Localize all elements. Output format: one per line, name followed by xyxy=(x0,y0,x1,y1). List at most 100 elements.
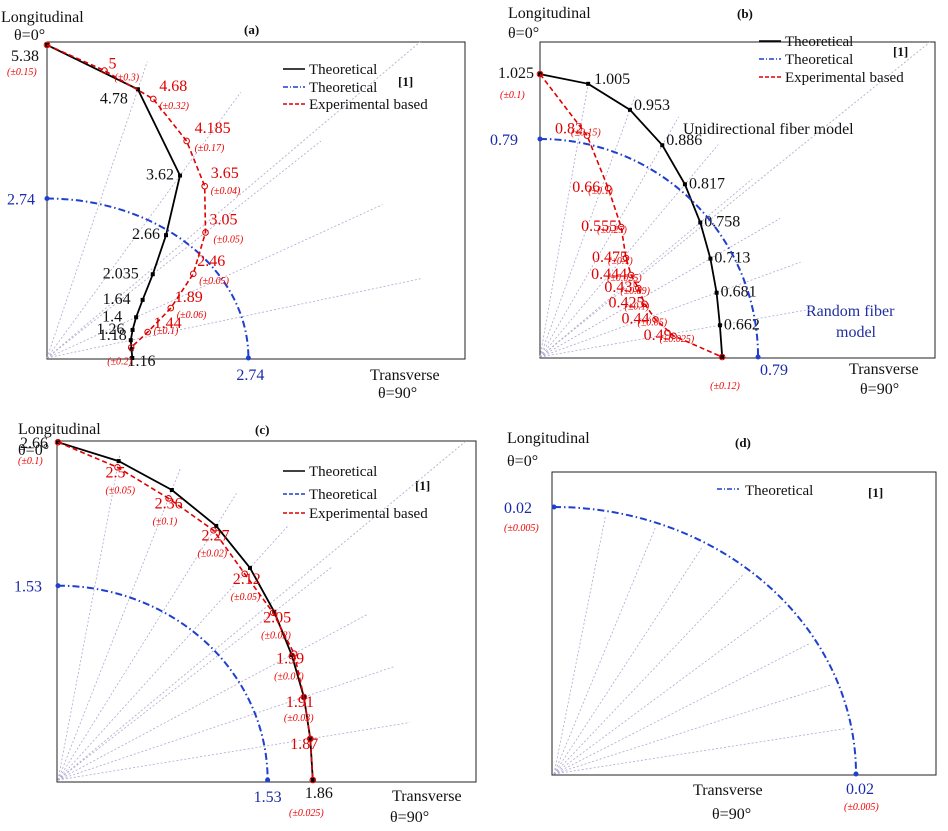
error-label: (±0.1) xyxy=(608,256,633,267)
series-1: 1.53 1.53 xyxy=(14,579,282,806)
panel-a-ref: [1] xyxy=(398,74,413,89)
panel-a-ylabel: Longitudinal xyxy=(1,9,84,26)
error-label: (±0.05) xyxy=(105,485,135,496)
angle-spoke xyxy=(46,140,322,359)
value-label: 1.64 xyxy=(103,291,131,308)
legend-a-label-2: Experimental based xyxy=(309,97,428,113)
value-label: 2.74 xyxy=(7,192,35,209)
data-point xyxy=(269,609,277,616)
series-curve xyxy=(57,584,269,781)
value-label: 0.02 xyxy=(504,500,532,517)
panel-b-annotation-random-2: model xyxy=(836,324,877,341)
value-label: 0.82 xyxy=(555,121,583,138)
data-point xyxy=(698,220,703,225)
value-label: 2.12 xyxy=(233,571,261,588)
value-label: 3.62 xyxy=(146,167,174,184)
data-point xyxy=(627,107,632,112)
value-label: 0.555 xyxy=(581,218,617,235)
diagonal-guide xyxy=(539,41,931,358)
data-point xyxy=(54,438,62,446)
value-label: 2.36 xyxy=(155,495,183,512)
error-label: (±0.07) xyxy=(274,672,304,683)
data-point xyxy=(536,70,544,78)
error-label: (±0.025) xyxy=(607,273,642,284)
angle-spoke xyxy=(553,573,745,775)
value-label: 2.46 xyxy=(197,253,225,270)
angle-spoke xyxy=(553,605,781,775)
series-curve xyxy=(539,73,723,358)
angle-spoke xyxy=(46,61,148,359)
data-point xyxy=(635,284,642,292)
legend-b-label-1: Theoretical xyxy=(785,52,853,68)
data-point xyxy=(660,143,665,148)
data-point xyxy=(183,137,190,145)
value-label: 5 xyxy=(108,56,116,73)
angle-spoke xyxy=(57,453,121,781)
data-point xyxy=(55,583,61,589)
value-label: 1.86 xyxy=(305,785,333,802)
panel-c-legend: Theoretical Theoretical Experimental bas… xyxy=(283,464,428,522)
data-point xyxy=(755,354,761,360)
data-point xyxy=(140,297,145,302)
data-point xyxy=(551,504,557,510)
panel-d-title: (d) xyxy=(735,435,751,450)
data-point xyxy=(169,488,174,493)
data-point xyxy=(45,42,49,47)
data-point xyxy=(201,182,208,190)
data-point xyxy=(670,332,677,340)
value-label: 1.005 xyxy=(594,71,630,88)
panel-d-ref: [1] xyxy=(868,485,883,500)
data-point xyxy=(652,316,659,323)
panel-b-xlabel: Transverse xyxy=(849,361,919,378)
series-1: 0.79 0.79 xyxy=(490,132,788,379)
data-point xyxy=(717,323,722,328)
value-label: 1.26 xyxy=(97,321,125,338)
data-point xyxy=(130,327,135,332)
error-label: (±0.3) xyxy=(114,73,139,84)
series-curve xyxy=(57,441,314,781)
error-label: (±0.1) xyxy=(500,90,525,101)
data-point xyxy=(718,353,726,361)
value-label: 0.886 xyxy=(666,132,702,149)
value-label: 0.662 xyxy=(724,316,760,333)
value-label: 1.025 xyxy=(498,65,534,82)
error-label: (±0.15) xyxy=(571,128,601,139)
value-label: 4.78 xyxy=(100,90,128,107)
error-label: (±0.005) xyxy=(504,523,539,534)
panel-a-plot: 5.38 4.78 3.62 2.66 2.035 1.641.41.261.181.16… xyxy=(7,41,422,384)
series-2: (±0.1)0.82(±0.15)0.66(±0.1)0.555(±0.25)0… xyxy=(500,70,740,392)
data-point xyxy=(627,271,635,279)
angle-spoke xyxy=(553,527,656,775)
error-label: (±0.2) xyxy=(107,356,132,367)
data-point xyxy=(604,184,612,192)
panel-c: Longitudinal θ=0° (c) Transverse θ=90° [… xyxy=(14,421,477,826)
panel-b-ylabel: Longitudinal xyxy=(508,5,591,22)
data-point xyxy=(306,735,314,743)
data-point xyxy=(537,136,543,142)
error-label: (±0.12) xyxy=(710,381,740,392)
error-label: (±0.025) xyxy=(660,334,695,345)
data-point xyxy=(708,256,713,261)
value-label: 0.02 xyxy=(846,781,874,798)
value-label: 2.74 xyxy=(236,367,264,384)
data-point xyxy=(165,495,172,502)
error-label: (±0.05) xyxy=(199,276,229,287)
value-label: 2.66 xyxy=(20,435,48,452)
value-label: 1.44 xyxy=(154,315,182,332)
panel-c-ylabel: Longitudinal xyxy=(18,421,101,438)
data-point xyxy=(290,650,298,657)
angle-spoke xyxy=(57,666,394,781)
error-label: (±0.1) xyxy=(153,516,178,527)
panel-b-ref: [1] xyxy=(893,44,908,59)
data-point xyxy=(682,182,687,187)
data-point xyxy=(44,196,50,202)
angle-spoke xyxy=(57,566,332,781)
panel-c-ylabel2: θ=0° xyxy=(18,442,49,459)
panel-c-bottom-error: (±0.025) xyxy=(289,808,324,819)
data-point xyxy=(300,693,308,701)
error-label: (±0.02) xyxy=(197,548,227,559)
value-label: 4.185 xyxy=(195,120,231,137)
data-point xyxy=(150,272,155,277)
